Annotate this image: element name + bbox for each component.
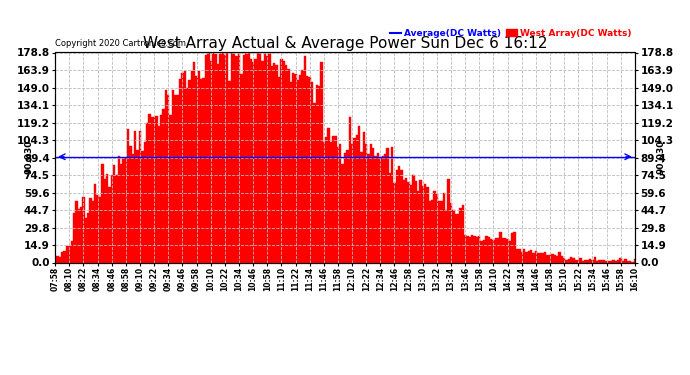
- Text: Copyright 2020 Cartronics.com: Copyright 2020 Cartronics.com: [55, 39, 186, 48]
- Text: 90.030: 90.030: [25, 140, 34, 174]
- Legend: Average(DC Watts), West Array(DC Watts): Average(DC Watts), West Array(DC Watts): [386, 25, 635, 41]
- Text: 90.030: 90.030: [656, 140, 665, 174]
- Title: West Array Actual & Average Power Sun Dec 6 16:12: West Array Actual & Average Power Sun De…: [143, 36, 547, 51]
